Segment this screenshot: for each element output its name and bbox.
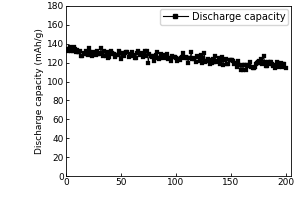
Legend: Discharge capacity: Discharge capacity [160, 9, 288, 25]
Y-axis label: Discharge capacity (mAh/g): Discharge capacity (mAh/g) [35, 28, 44, 154]
